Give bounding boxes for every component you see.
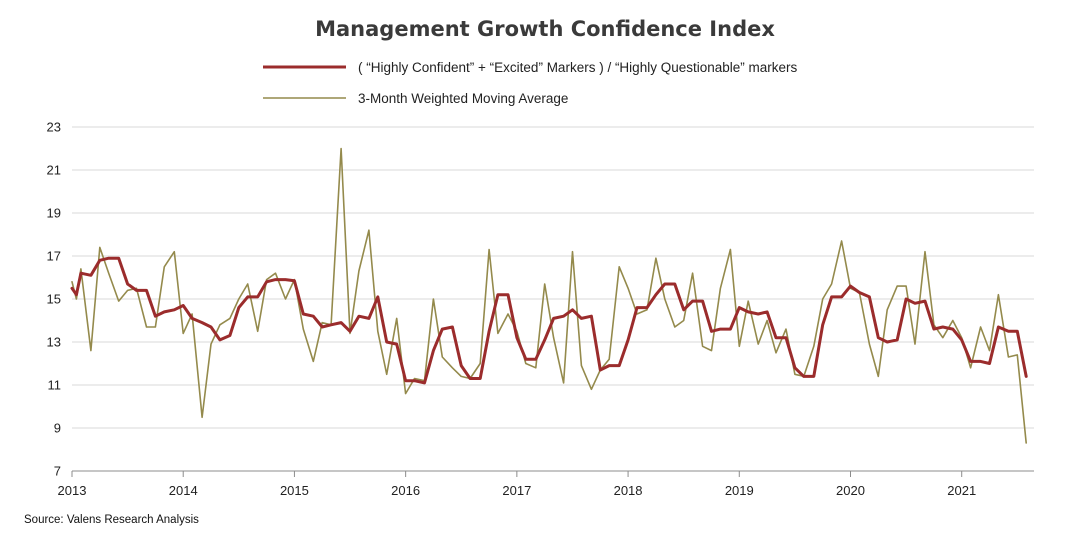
y-tick-label: 13 [47, 335, 61, 350]
x-tick-label: 2013 [58, 483, 87, 498]
y-tick-label: 19 [47, 206, 61, 221]
y-tick-label: 7 [54, 464, 61, 479]
y-axis: 7 9 11 13 15 17 19 21 23 [47, 120, 61, 479]
x-tick-label: 2015 [280, 483, 309, 498]
plot-area [70, 147, 1028, 444]
y-tick-label: 21 [47, 163, 61, 178]
x-axis: 2013 2014 2015 2016 2017 2018 2019 2020 2021 [58, 470, 1034, 498]
legend-item-main: ( “Highly Confident” + “Excited” Markers… [263, 60, 798, 75]
x-tick-label: 2020 [836, 483, 865, 498]
gridlines [72, 126, 1034, 429]
x-tick-label: 2016 [391, 483, 420, 498]
y-tick-label: 15 [47, 292, 61, 307]
legend-label-main: ( “Highly Confident” + “Excited” Markers… [358, 60, 798, 75]
x-tick-label: 2021 [947, 483, 976, 498]
x-tick-label: 2018 [614, 483, 643, 498]
y-tick-label: 11 [48, 378, 62, 393]
x-tick-label: 2014 [169, 483, 198, 498]
y-tick-label: 9 [54, 421, 61, 436]
source-note: Source: Valens Research Analysis [24, 514, 199, 526]
x-tick-label: 2017 [502, 483, 531, 498]
legend-item-average: 3-Month Weighted Moving Average [263, 91, 568, 106]
series-line-average [71, 147, 1027, 444]
legend: ( “Highly Confident” + “Excited” Markers… [263, 60, 798, 106]
series-line-main [70, 256, 1028, 385]
y-tick-label: 17 [47, 249, 61, 264]
x-tick-label: 2019 [725, 483, 754, 498]
legend-label-average: 3-Month Weighted Moving Average [358, 91, 568, 106]
chart-title: Management Growth Confidence Index [315, 17, 775, 41]
y-tick-label: 23 [47, 120, 61, 135]
